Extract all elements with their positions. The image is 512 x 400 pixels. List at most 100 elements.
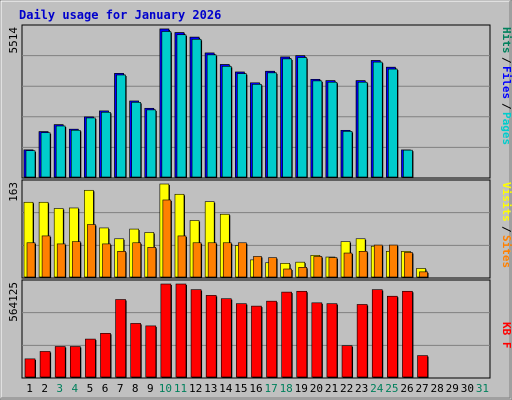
legend-middle-2: Sites	[500, 235, 512, 268]
bar-sites-day-5	[87, 224, 96, 278]
x-tick-label-day-3: 3	[56, 382, 63, 395]
panel-middle-ymax-label: 163	[7, 182, 20, 202]
panel-bottom: 564125 KB F	[7, 279, 512, 379]
bar-kb-f-day-4	[69, 346, 81, 378]
bar-sites-day-15	[238, 242, 247, 278]
bar-pages-day-6	[101, 112, 111, 178]
bar-kb-f-day-6	[100, 333, 111, 378]
bar-kb-f-day-18	[281, 291, 292, 378]
bar-kb-f-day-16	[251, 305, 262, 378]
bar-kb-f-day-1	[24, 358, 36, 378]
bar-pages-day-20	[312, 80, 323, 178]
bar-sites-day-27	[419, 271, 428, 278]
bar-pages-day-11	[176, 34, 187, 178]
bar-sites-day-19	[298, 267, 308, 278]
x-tick-label-day-28: 28	[431, 382, 444, 395]
bar-pages-day-7	[116, 74, 126, 178]
bar-sites-day-22	[343, 252, 353, 278]
legend-top-2: Pages	[500, 112, 512, 145]
bar-sites-day-8	[132, 242, 141, 278]
x-tick-label-day-10: 10	[159, 382, 172, 395]
legend-bottom-0: KB F	[500, 322, 512, 349]
x-tick-label-day-12: 12	[189, 382, 202, 395]
bar-pages-day-3	[55, 125, 66, 178]
bar-sites-day-16	[253, 256, 262, 278]
bar-pages-day-5	[86, 117, 96, 178]
bar-sites-day-6	[102, 243, 111, 278]
x-tick-label-day-11: 11	[174, 382, 187, 395]
x-tick-label-day-5: 5	[87, 382, 94, 395]
bar-kb-f-day-11	[175, 283, 187, 378]
bar-pages-day-22	[342, 131, 353, 178]
x-tick-label-day-4: 4	[72, 382, 79, 395]
bar-sites-day-24	[373, 244, 383, 278]
bar-sites-day-18	[283, 268, 292, 278]
x-tick-label-day-24: 24	[370, 382, 384, 395]
bar-pages-day-10	[161, 31, 172, 178]
bar-pages-day-19	[297, 57, 308, 178]
bar-kb-f-day-12	[190, 289, 202, 378]
bar-kb-f-day-17	[266, 300, 277, 378]
bar-kb-f-day-21	[326, 303, 338, 378]
bar-pages-day-1	[25, 150, 36, 178]
chart-panels: 5514 Hits / Files / Pages 163 Visits / Sites 56412…	[7, 24, 512, 379]
bar-sites-day-25	[389, 244, 398, 278]
bar-sites-day-10	[162, 199, 172, 278]
legend-top-0: Hits	[500, 27, 512, 54]
x-tick-label-day-6: 6	[102, 382, 109, 395]
x-tick-label-day-19: 19	[295, 382, 308, 395]
x-tick-label-day-22: 22	[340, 382, 353, 395]
bar-kb-f-day-15	[236, 303, 247, 378]
bar-pages-day-9	[146, 109, 157, 178]
x-tick-label-day-13: 13	[204, 382, 217, 395]
x-tick-label-day-18: 18	[280, 382, 293, 395]
bar-kb-f-day-25	[387, 295, 398, 378]
bar-sites-day-11	[177, 235, 187, 278]
x-tick-label-day-31: 31	[476, 382, 489, 395]
x-tick-label-day-14: 14	[219, 382, 233, 395]
x-tick-label-day-1: 1	[26, 382, 33, 395]
legend-middle-0: Visits	[500, 182, 512, 222]
bar-kb-f-day-2	[39, 351, 51, 378]
x-tick-label-day-17: 17	[264, 382, 277, 395]
bar-kb-f-day-20	[311, 302, 323, 378]
bar-kb-f-day-5	[85, 338, 96, 378]
panel-middle: 163 Visits / Sites	[7, 179, 512, 279]
bar-pages-day-2	[40, 132, 51, 178]
bar-pages-day-8	[131, 102, 141, 178]
bar-pages-day-4	[70, 129, 81, 178]
bar-sites-day-13	[207, 242, 217, 278]
bar-pages-day-13	[206, 54, 217, 178]
bar-pages-day-23	[357, 81, 368, 178]
panel-top-ymax-label: 5514	[7, 27, 20, 54]
bar-kb-f-day-7	[115, 299, 126, 378]
bar-kb-f-day-14	[220, 298, 232, 378]
bar-pages-day-24	[372, 61, 383, 178]
legend-top-separator-1: /	[500, 103, 512, 110]
bar-pages-day-17	[267, 72, 277, 178]
x-tick-label-day-20: 20	[310, 382, 323, 395]
x-axis-labels: 1 2 3 4 5 6 7 8 9 10 11 12 13 14 15 16 17 18 19 20 21 22 23 24 2…	[26, 382, 489, 395]
bar-sites-day-23	[358, 251, 368, 278]
x-tick-label-day-23: 23	[355, 382, 368, 395]
bar-pages-day-16	[252, 84, 262, 178]
bar-kb-f-day-24	[371, 289, 383, 378]
bar-sites-day-1	[26, 242, 36, 278]
bar-pages-day-25	[388, 68, 398, 178]
bar-sites-day-26	[404, 252, 413, 278]
bar-pages-day-18	[282, 58, 292, 178]
bar-sites-day-3	[56, 243, 66, 278]
bar-sites-day-9	[147, 247, 157, 278]
bar-sites-day-7	[117, 251, 126, 278]
bar-kb-f-day-26	[402, 290, 413, 378]
legend-top-1: Files	[500, 66, 512, 99]
x-tick-label-day-8: 8	[132, 382, 139, 395]
bar-sites-day-4	[71, 241, 81, 278]
bar-kb-f-day-23	[356, 304, 368, 378]
bar-sites-day-14	[222, 242, 232, 278]
x-tick-label-day-9: 9	[147, 382, 154, 395]
bar-pages-day-14	[221, 66, 232, 178]
panel-bottom-ymax-label: 564125	[7, 282, 20, 322]
x-tick-label-day-29: 29	[446, 382, 459, 395]
